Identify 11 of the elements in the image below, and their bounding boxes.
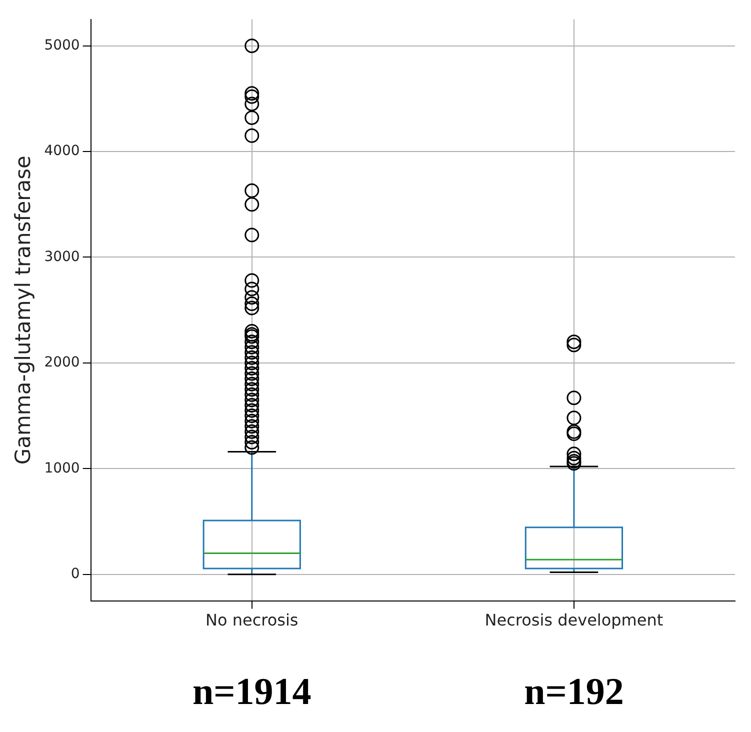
- x-tick-label: Necrosis development: [484, 610, 664, 630]
- x-tick-label: No necrosis: [205, 610, 298, 630]
- text: n=192: [524, 670, 624, 713]
- y-axis-title: Gamma-glutamyl transferase: [11, 156, 36, 465]
- y-tick-label: 3000: [44, 248, 80, 265]
- text: n=1914: [192, 670, 312, 713]
- y-tick-label: 5000: [44, 37, 80, 54]
- y-tick-label: 0: [70, 566, 80, 582]
- y-tick-label: 4000: [44, 143, 80, 160]
- y-tick-label: 1000: [44, 460, 80, 476]
- y-tick-label: 2000: [44, 354, 80, 371]
